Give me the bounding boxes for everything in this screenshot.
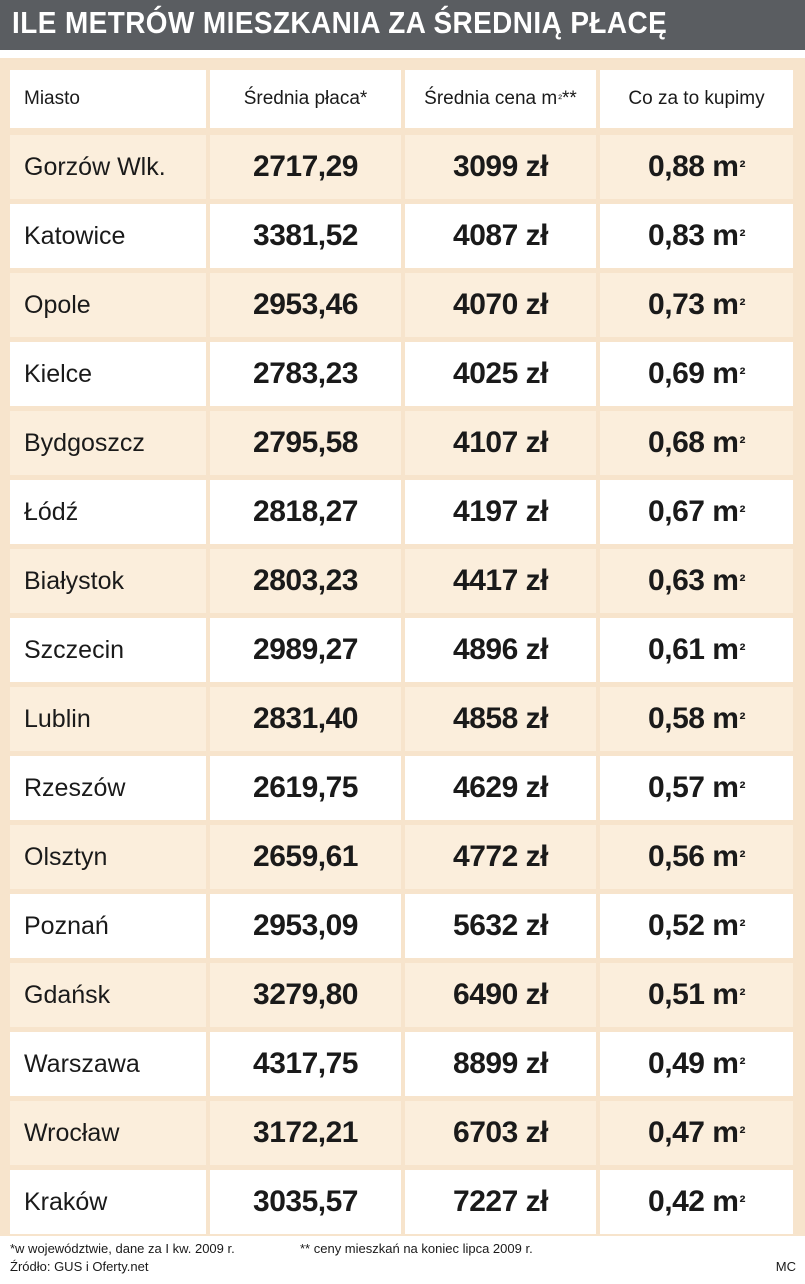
- cell-wage: 2953,09: [210, 894, 401, 958]
- cell-city: Katowice: [10, 204, 206, 268]
- header-area: Co za to kupimy: [600, 70, 793, 128]
- cell-city: Szczecin: [10, 618, 206, 682]
- cell-price: 4417 zł: [405, 549, 596, 613]
- header-wage: Średnia płaca*: [210, 70, 401, 128]
- cell-wage: 2795,58: [210, 411, 401, 475]
- cell-wage: 2619,75: [210, 756, 401, 820]
- cell-city: Lublin: [10, 687, 206, 751]
- cell-city: Białystok: [10, 549, 206, 613]
- header-price: Średnia cena m ² **: [405, 70, 596, 128]
- cell-wage: 3279,80: [210, 963, 401, 1027]
- cell-wage: 3035,57: [210, 1170, 401, 1234]
- author-credit: MC: [775, 1259, 796, 1274]
- cell-city: Warszawa: [10, 1032, 206, 1096]
- cell-city: Kraków: [10, 1170, 206, 1234]
- cell-price: 4087 zł: [405, 204, 596, 268]
- cell-price: 4629 zł: [405, 756, 596, 820]
- cell-city: Opole: [10, 273, 206, 337]
- cell-city: Wrocław: [10, 1101, 206, 1165]
- cell-city: Gdańsk: [10, 963, 206, 1027]
- cell-price: 6490 zł: [405, 963, 596, 1027]
- cell-wage: 3172,21: [210, 1101, 401, 1165]
- cell-city: Gorzów Wlk.: [10, 135, 206, 199]
- source-note: Źródło: GUS i Oferty.net: [10, 1259, 149, 1274]
- cell-wage: 2831,40: [210, 687, 401, 751]
- footnote-price: ** ceny mieszkań na koniec lipca 2009 r.: [300, 1241, 533, 1256]
- cell-price: 7227 zł: [405, 1170, 596, 1234]
- cell-city: Kielce: [10, 342, 206, 406]
- cell-city: Bydgoszcz: [10, 411, 206, 475]
- title-bar: ILE METRÓW MIESZKANIA ZA ŚREDNIĄ PŁACĘ: [0, 0, 805, 50]
- cell-wage: 3381,52: [210, 204, 401, 268]
- header-city: Miasto: [10, 70, 206, 128]
- cell-wage: 2659,61: [210, 825, 401, 889]
- cell-price: 4197 zł: [405, 480, 596, 544]
- cell-wage: 2717,29: [210, 135, 401, 199]
- cell-price: 4070 zł: [405, 273, 596, 337]
- cell-price: 4107 zł: [405, 411, 596, 475]
- cell-price: 4896 zł: [405, 618, 596, 682]
- cell-wage: 2803,23: [210, 549, 401, 613]
- cell-wage: 2783,23: [210, 342, 401, 406]
- cell-wage: 2953,46: [210, 273, 401, 337]
- cell-price: 3099 zł: [405, 135, 596, 199]
- cell-price: 4772 zł: [405, 825, 596, 889]
- cell-price: 4858 zł: [405, 687, 596, 751]
- cell-wage: 2989,27: [210, 618, 401, 682]
- cell-wage: 4317,75: [210, 1032, 401, 1096]
- cell-price: 6703 zł: [405, 1101, 596, 1165]
- footnote-wage: *w województwie, dane za I kw. 2009 r.: [10, 1241, 235, 1256]
- cell-city: Poznań: [10, 894, 206, 958]
- cell-wage: 2818,27: [210, 480, 401, 544]
- cell-price: 5632 zł: [405, 894, 596, 958]
- cell-price: 4025 zł: [405, 342, 596, 406]
- cell-price: 8899 zł: [405, 1032, 596, 1096]
- cell-city: Olsztyn: [10, 825, 206, 889]
- cell-city: Łódź: [10, 480, 206, 544]
- chart-title: ILE METRÓW MIESZKANIA ZA ŚREDNIĄ PŁACĘ: [12, 5, 668, 40]
- cell-city: Rzeszów: [10, 756, 206, 820]
